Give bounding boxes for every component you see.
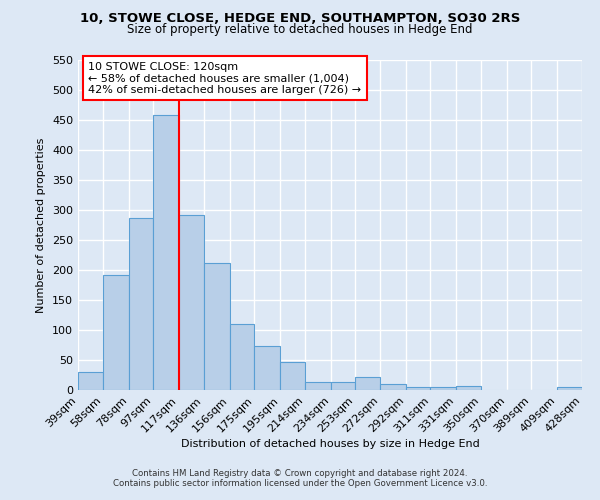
Bar [203, 263, 230, 390]
Bar [406, 387, 430, 390]
X-axis label: Distribution of detached houses by size in Hedge End: Distribution of detached houses by size … [181, 440, 479, 450]
Bar [78, 372, 103, 390]
Bar [430, 387, 457, 390]
Bar [230, 324, 254, 390]
Bar [280, 362, 305, 390]
Bar [128, 218, 153, 390]
Bar [331, 382, 355, 390]
Text: 10, STOWE CLOSE, HEDGE END, SOUTHAMPTON, SO30 2RS: 10, STOWE CLOSE, HEDGE END, SOUTHAMPTON,… [80, 12, 520, 26]
Text: Contains public sector information licensed under the Open Government Licence v3: Contains public sector information licen… [113, 478, 487, 488]
Bar [254, 346, 280, 390]
Text: Size of property relative to detached houses in Hedge End: Size of property relative to detached ho… [127, 22, 473, 36]
Bar [355, 377, 380, 390]
Y-axis label: Number of detached properties: Number of detached properties [37, 138, 46, 312]
Text: Contains HM Land Registry data © Crown copyright and database right 2024.: Contains HM Land Registry data © Crown c… [132, 468, 468, 477]
Bar [305, 382, 331, 390]
Bar [153, 114, 179, 390]
Text: 10 STOWE CLOSE: 120sqm
← 58% of detached houses are smaller (1,004)
42% of semi-: 10 STOWE CLOSE: 120sqm ← 58% of detached… [88, 62, 361, 95]
Bar [557, 387, 582, 390]
Bar [179, 215, 203, 390]
Bar [380, 384, 406, 390]
Bar [457, 386, 481, 390]
Bar [103, 275, 128, 390]
